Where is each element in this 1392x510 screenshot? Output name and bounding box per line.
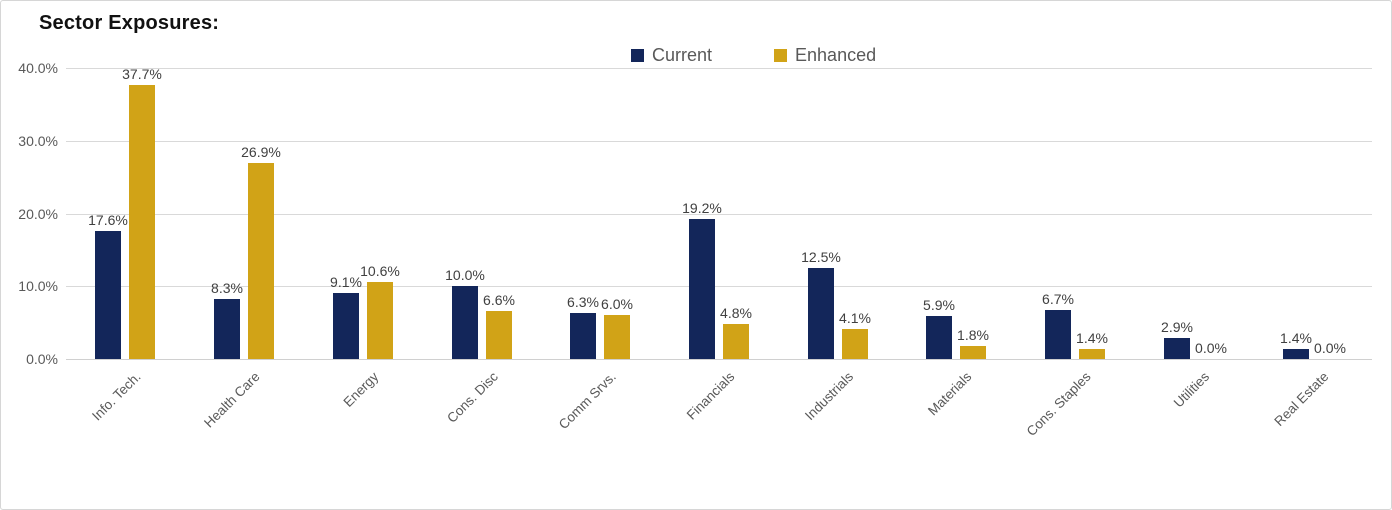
- x-axis-label-text: Comm Srvs.: [555, 369, 619, 433]
- bar-enhanced: [367, 282, 393, 359]
- bar-current: [1045, 310, 1071, 359]
- gridline: [66, 214, 1372, 215]
- bar-value-label: 19.2%: [682, 200, 722, 216]
- x-axis-label-text: Cons. Disc: [443, 369, 501, 426]
- bar-value-label: 1.8%: [957, 327, 989, 343]
- x-axis-label-text: Energy: [340, 369, 382, 410]
- bar-value-label: 6.7%: [1042, 291, 1074, 307]
- bar-enhanced: [1079, 349, 1105, 359]
- x-axis-label-text: Utilities: [1171, 369, 1213, 411]
- bar-value-label: 9.1%: [330, 274, 362, 290]
- bar-current: [1164, 338, 1190, 359]
- x-axis-label-text: Cons. Staples: [1023, 369, 1094, 440]
- legend-label: Current: [652, 45, 713, 65]
- bar-value-label: 6.6%: [483, 292, 515, 308]
- bar-current: [926, 316, 952, 359]
- legend-label: Enhanced: [795, 45, 877, 65]
- bar-current: [95, 231, 121, 359]
- bar-value-label: 1.4%: [1280, 330, 1312, 346]
- bar-enhanced: [129, 85, 155, 359]
- bar-value-label: 2.9%: [1161, 319, 1193, 335]
- gridline: [66, 286, 1372, 287]
- bar-value-label: 5.9%: [923, 297, 955, 313]
- bar-enhanced: [723, 324, 749, 359]
- bar-current: [1283, 349, 1309, 359]
- y-axis-tick-label: 20.0%: [18, 206, 58, 222]
- gridline: [66, 68, 1372, 69]
- bar-value-label: 6.0%: [601, 296, 633, 312]
- x-axis-label-text: Info. Tech.: [89, 369, 144, 424]
- x-axis-line: [66, 359, 1372, 360]
- x-axis-label-text: Materials: [925, 369, 975, 419]
- bar-current: [689, 219, 715, 359]
- bar-value-label: 26.9%: [241, 144, 281, 160]
- legend-swatch-current: [631, 49, 644, 62]
- chart-title: Sector Exposures:: [39, 12, 220, 34]
- y-axis-tick-label: 30.0%: [18, 133, 58, 149]
- bar-value-label: 0.0%: [1195, 340, 1227, 356]
- bar-current: [808, 268, 834, 359]
- x-axis-label-text: Health Care: [201, 369, 263, 431]
- bar-value-label: 10.0%: [445, 267, 485, 283]
- bar-value-label: 37.7%: [122, 66, 162, 82]
- bar-value-label: 4.1%: [839, 310, 871, 326]
- bar-value-label: 1.4%: [1076, 330, 1108, 346]
- bar-value-label: 8.3%: [211, 280, 243, 296]
- bar-value-label: 0.0%: [1314, 340, 1346, 356]
- bar-enhanced: [486, 311, 512, 359]
- y-axis-tick-label: 40.0%: [18, 60, 58, 76]
- bar-value-label: 12.5%: [801, 249, 841, 265]
- bar-current: [333, 293, 359, 359]
- bar-enhanced: [248, 163, 274, 359]
- x-axis-label-text: Real Estate: [1271, 369, 1332, 429]
- x-axis-label-text: Financials: [684, 369, 738, 423]
- bar-value-label: 6.3%: [567, 294, 599, 310]
- bar-value-label: 10.6%: [360, 263, 400, 279]
- gridline: [66, 141, 1372, 142]
- bar-current: [570, 313, 596, 359]
- bar-enhanced: [842, 329, 868, 359]
- bar-current: [452, 286, 478, 359]
- bar-value-label: 17.6%: [88, 212, 128, 228]
- chart-legend: Current Enhanced: [631, 45, 876, 66]
- y-axis-tick-label: 0.0%: [26, 351, 58, 367]
- y-axis-tick-label: 10.0%: [18, 278, 58, 294]
- bar-enhanced: [604, 315, 630, 359]
- bar-current: [214, 299, 240, 359]
- bar-value-label: 4.8%: [720, 305, 752, 321]
- legend-item: Current: [631, 45, 712, 66]
- legend-item: Enhanced: [774, 45, 876, 66]
- legend-swatch-enhanced: [774, 49, 788, 62]
- x-axis-label-text: Industrials: [802, 369, 857, 424]
- bar-enhanced: [960, 346, 986, 359]
